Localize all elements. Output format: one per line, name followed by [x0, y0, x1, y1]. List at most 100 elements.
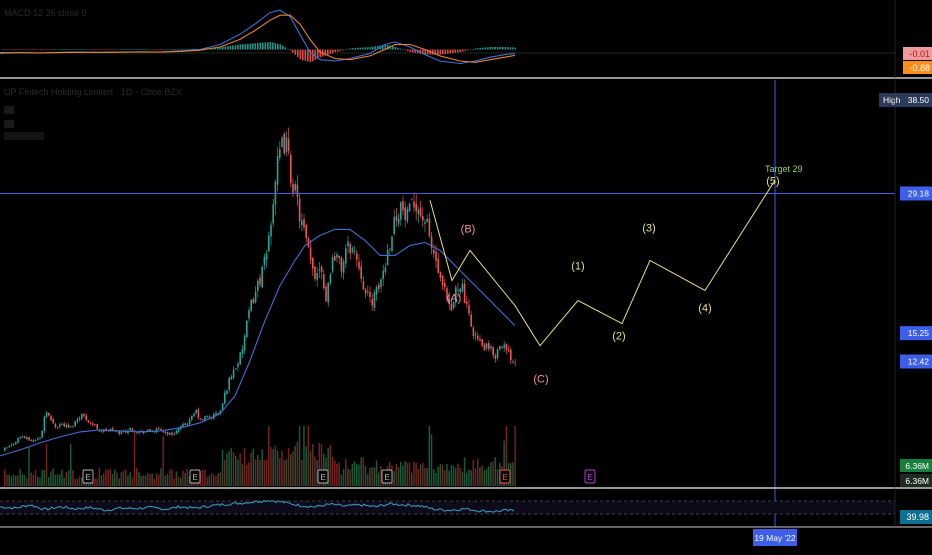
macd-signal-line	[0, 14, 516, 63]
macd-hist-bar	[22, 49, 24, 51]
volume-bar	[470, 470, 472, 486]
macd-hist-bar	[369, 47, 372, 50]
macd-hist-bar	[39, 49, 42, 51]
price-tag-value: 29.18	[908, 188, 930, 198]
candle-body	[34, 440, 37, 441]
candle-body	[474, 334, 477, 336]
candle-body	[177, 428, 180, 432]
volume-bar	[303, 426, 305, 486]
target-annotation[interactable]: Target 29	[765, 164, 803, 174]
candle-body	[309, 247, 312, 260]
macd-hist-bar	[154, 49, 157, 51]
volume-bar	[162, 435, 164, 486]
macd-hist-bar	[397, 47, 399, 50]
volume-bar	[327, 447, 329, 486]
macd-hist-bar	[74, 49, 77, 50]
volume-bar	[320, 444, 323, 486]
volume-bar	[441, 464, 444, 486]
volume-bar	[307, 426, 310, 486]
macd-value-label: -0.01	[909, 49, 930, 59]
candle-body	[415, 204, 417, 212]
volume-bar	[276, 450, 279, 486]
candle-body	[56, 426, 59, 428]
volume-bar	[296, 441, 299, 486]
volume-bar	[138, 472, 140, 486]
macd-pane[interactable]: MACD 12 26 close 9 -0.01 -0.88	[0, 8, 932, 74]
volume-bar	[472, 460, 475, 486]
macd-hist-bar	[82, 49, 84, 50]
volume-bar	[133, 432, 136, 486]
macd-hist-bar	[294, 49, 297, 55]
high-tag-bg	[879, 93, 932, 108]
macd-hist-bar	[37, 49, 39, 51]
macd-hist-bar	[314, 49, 317, 60]
macd-hist-bar	[222, 46, 224, 50]
volume-bar	[43, 470, 46, 486]
candle-body	[417, 209, 420, 215]
macd-hist-bar	[132, 49, 134, 50]
candle-body	[188, 419, 191, 425]
volume-bar	[61, 469, 63, 486]
volume-bar	[316, 460, 318, 486]
volume-bar	[230, 447, 233, 486]
candle-body	[347, 241, 349, 247]
volume-bar	[76, 478, 79, 486]
macd-hist-bar	[319, 49, 322, 58]
candle-body	[76, 419, 79, 422]
volume-bar	[204, 469, 206, 486]
candle-body	[485, 343, 488, 349]
volume-bar	[26, 477, 28, 486]
rsi-pane[interactable]: 39.98	[0, 499, 932, 524]
macd-hist-bar	[264, 42, 267, 50]
macd-hist-bar	[284, 47, 287, 50]
macd-hist-bar	[274, 43, 277, 50]
volume-bar	[48, 477, 50, 486]
volume-bar	[474, 468, 477, 486]
volume-bar	[32, 474, 35, 486]
volume-bar	[353, 461, 356, 486]
macd-hist-bar	[459, 49, 462, 53]
macd-hist-bar	[69, 49, 72, 50]
macd-hist-bar	[332, 49, 334, 54]
candle-body	[367, 291, 369, 292]
macd-hist-bar	[159, 49, 162, 51]
macd-hist-bar	[337, 49, 339, 52]
price-pane[interactable]: UP Fintech Holding Limited · 1D · Cboe B…	[0, 80, 932, 527]
candle-body	[252, 299, 255, 304]
candle-body	[400, 202, 402, 220]
volume-bar	[415, 463, 417, 486]
macd-hist-bar	[384, 44, 387, 50]
volume-bar	[424, 467, 426, 486]
macd-hist-bar	[482, 47, 484, 50]
candle-body	[281, 137, 283, 147]
signal-value-label: -0.88	[909, 63, 930, 73]
candle-body	[32, 440, 35, 442]
symbol-title[interactable]: UP Fintech Holding Limited · 1D · Cboe B…	[4, 87, 182, 97]
volume-bar	[457, 463, 459, 486]
macd-hist-bar	[474, 48, 477, 50]
volume-bar	[39, 477, 41, 486]
candle-body	[39, 437, 41, 439]
volume-bar	[510, 463, 512, 486]
candle-body	[193, 413, 195, 417]
candle-body	[272, 204, 274, 224]
candle-body	[404, 207, 406, 220]
macd-hist-bar	[324, 49, 327, 56]
candle-body	[224, 392, 226, 404]
date-flag-label: 19 May '22	[754, 533, 796, 543]
earnings-marker	[584, 469, 596, 484]
price-tag-bg	[900, 354, 932, 369]
candle-body	[389, 248, 391, 250]
earnings-marker-label: E	[320, 473, 325, 482]
volume-bar	[270, 446, 272, 486]
macd-hist-bar	[62, 49, 64, 50]
candle-body	[81, 414, 83, 419]
macd-hist-bar	[457, 49, 459, 53]
volume-bar	[56, 474, 59, 486]
elliott-wave-projection[interactable]	[429, 179, 776, 347]
volume-bar	[67, 470, 70, 486]
candle-body	[312, 257, 314, 269]
volume-bar	[312, 444, 314, 486]
